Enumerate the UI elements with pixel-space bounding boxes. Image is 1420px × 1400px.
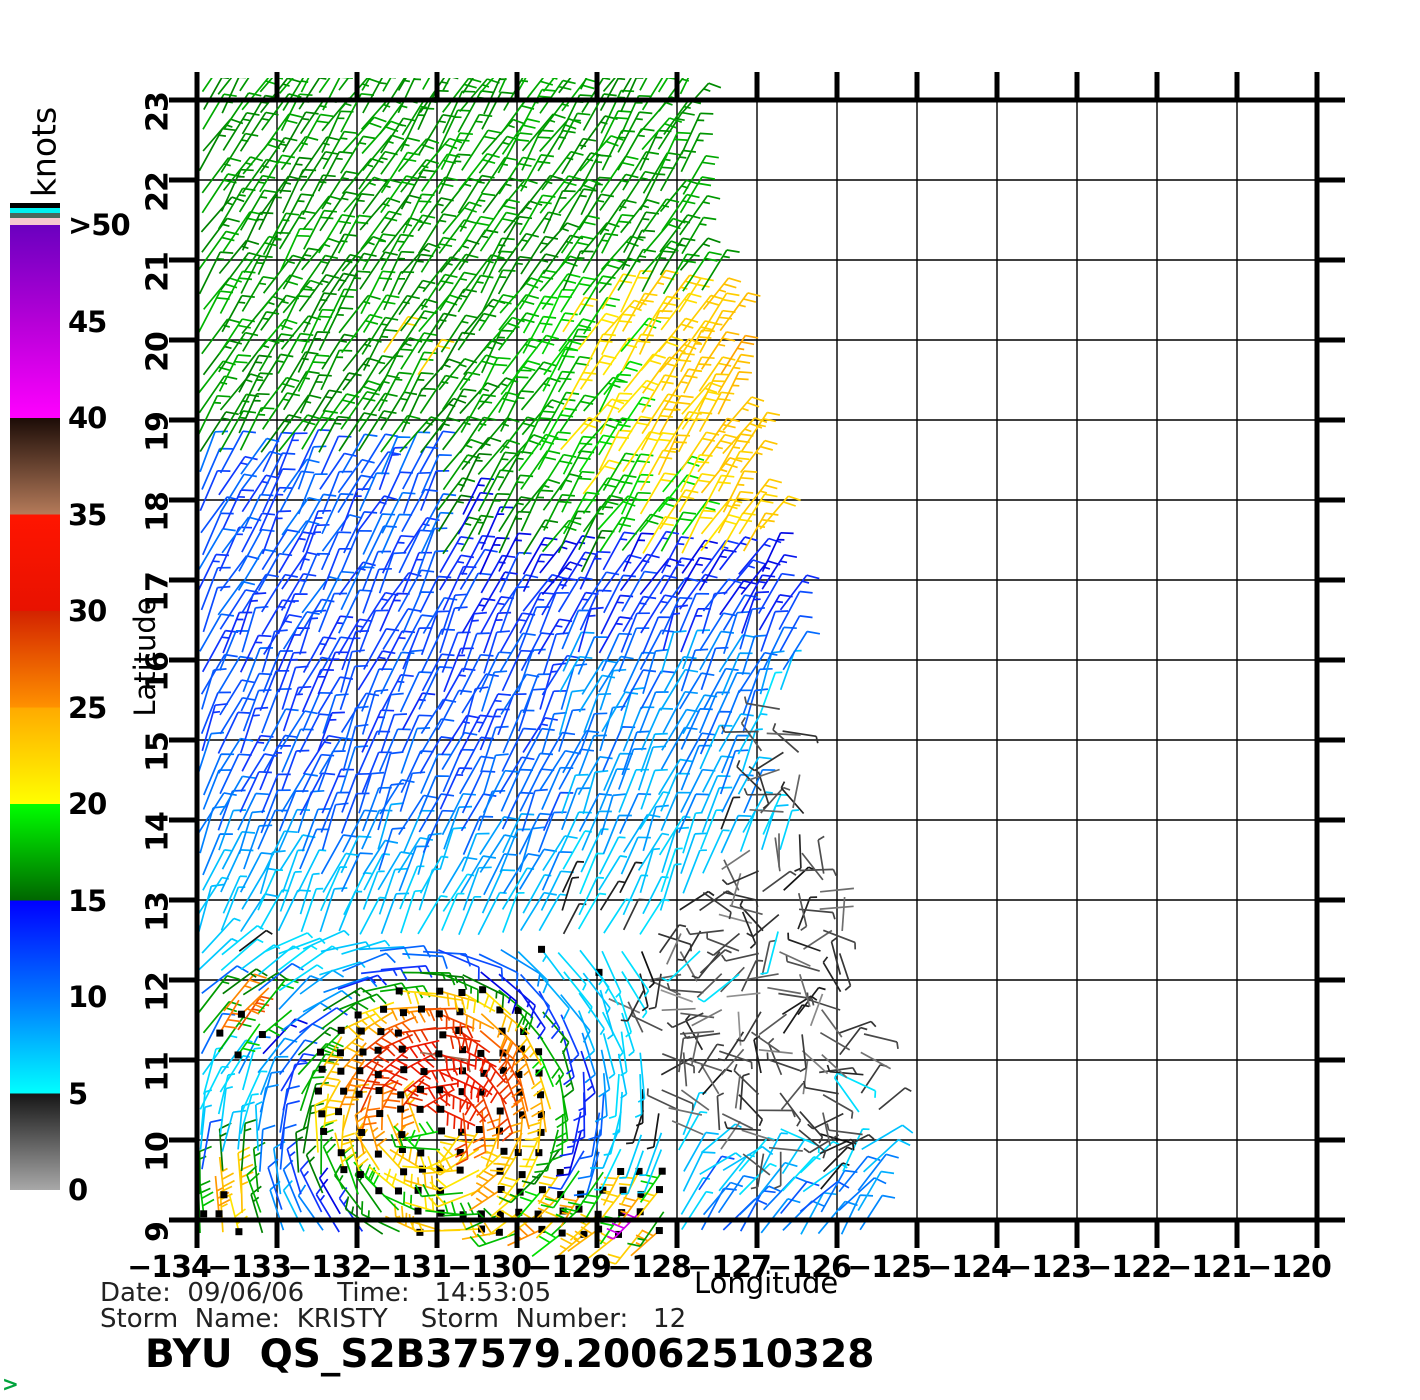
x-axis-tick-label: −125 — [847, 1250, 932, 1285]
y-axis-tick-label: 11 — [140, 1052, 176, 1092]
colorbar-tick-label: >50 — [68, 208, 131, 242]
x-axis-tick-label: −122 — [1087, 1250, 1172, 1285]
chevron-icon: > — [2, 1372, 19, 1396]
y-axis-tick-label: 10 — [140, 1132, 176, 1172]
y-axis-tick-label: 21 — [140, 252, 176, 292]
x-axis-tick-label: −126 — [767, 1250, 852, 1285]
y-axis-tick-label: 22 — [140, 172, 176, 212]
date-time-line: Date: 09/06/06 Time: 14:53:05 — [100, 1278, 552, 1308]
colorbar-tick-label: 25 — [68, 690, 107, 725]
wind-barbs — [197, 78, 914, 1265]
x-axis-tick-label: −129 — [527, 1250, 612, 1285]
y-axis-tick-label: 13 — [140, 892, 176, 932]
x-axis-tick-label: −120 — [1247, 1250, 1332, 1285]
y-axis-tick-label: 18 — [140, 492, 176, 532]
x-axis-tick-label: −134 — [127, 1250, 212, 1285]
x-axis-tick-label: −133 — [207, 1250, 292, 1285]
y-axis-tick-label: 23 — [140, 92, 176, 132]
colorbar-tick-label: 45 — [68, 304, 107, 339]
y-axis-tick-label: 20 — [140, 332, 176, 372]
y-axis-tick-label: 19 — [140, 412, 176, 452]
y-axis-tick-label: 9 — [140, 1222, 176, 1242]
y-axis-tick-label: 14 — [140, 812, 176, 852]
colorbar-tick-label: 30 — [68, 594, 107, 628]
y-axis-tick-label: 15 — [140, 732, 176, 772]
y-axis-tick-label: 12 — [140, 972, 176, 1012]
x-axis-tick-label: −128 — [607, 1250, 692, 1285]
x-axis-tick-label: −131 — [367, 1250, 452, 1285]
x-axis-tick-label: −132 — [287, 1250, 372, 1285]
y-axis-tick-label: 16 — [140, 652, 176, 692]
colorbar-tick-label: 10 — [68, 980, 107, 1014]
page-title: BYU QS_S2B37579.20062510328 — [145, 1332, 875, 1377]
colorbar-title: knots — [24, 106, 64, 198]
axes-frame — [169, 72, 1345, 1248]
colorbar-tick-label: 0 — [68, 1173, 88, 1207]
x-axis-tick-label: −124 — [927, 1250, 1012, 1285]
x-axis-tick-label: −123 — [1007, 1250, 1092, 1285]
colorbar-tick-label: 20 — [68, 787, 107, 821]
x-axis-tick-label: −130 — [447, 1250, 532, 1285]
x-axis-tick-label: −121 — [1167, 1250, 1252, 1285]
x-axis-title: Longitude — [694, 1266, 839, 1300]
colorbar-tick-label: 35 — [68, 497, 107, 532]
y-axis-tick-label: 17 — [140, 572, 176, 612]
colorbar-tick-label: 5 — [68, 1076, 88, 1111]
colorbar — [10, 203, 60, 1190]
colorbar-tick-label: 40 — [68, 401, 107, 435]
x-axis-tick-label: −127 — [687, 1250, 772, 1285]
colorbar-tick-label: 15 — [68, 883, 107, 918]
storm-info-line: Storm Name: KRISTY Storm Number: 12 — [100, 1304, 687, 1334]
